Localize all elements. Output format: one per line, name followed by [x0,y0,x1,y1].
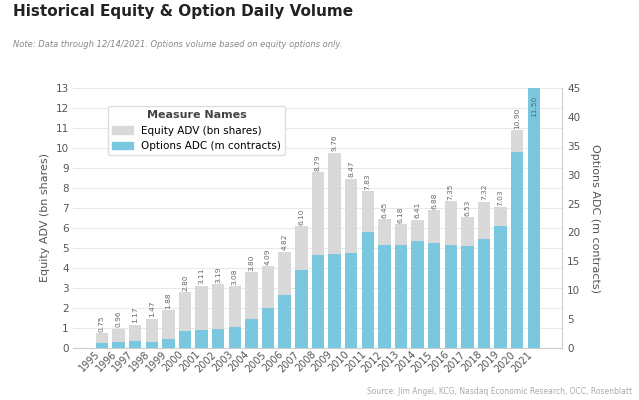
Text: Source: Jim Angel, KCG, Nasdaq Economic Research, OCC, Rosenblatt: Source: Jim Angel, KCG, Nasdaq Economic … [367,387,633,396]
Bar [112,329,125,348]
Text: 7.35: 7.35 [448,183,454,200]
Bar [279,296,291,348]
Text: 7.03: 7.03 [498,190,504,206]
Bar [112,342,125,348]
Bar [511,152,523,348]
Bar [345,178,357,348]
Text: 11.50: 11.50 [531,95,537,117]
Bar [212,329,224,348]
Text: 6.41: 6.41 [415,202,420,218]
Bar [162,310,174,348]
Bar [362,192,374,348]
Bar [196,286,208,348]
Bar [345,253,357,348]
Text: 6.53: 6.53 [465,200,470,216]
Text: 3.80: 3.80 [249,254,254,271]
Bar [179,292,191,348]
Bar [328,254,341,348]
Text: 8.79: 8.79 [315,154,321,171]
Bar [328,153,341,348]
Text: 3.19: 3.19 [215,266,221,283]
Text: Historical Equity & Option Daily Volume: Historical Equity & Option Daily Volume [13,4,353,19]
Text: 3.11: 3.11 [199,268,204,284]
Bar [478,202,490,348]
Bar [362,232,374,348]
Bar [412,240,424,348]
Text: 0.96: 0.96 [116,311,121,327]
Text: 1.17: 1.17 [132,306,138,323]
Bar [445,244,457,348]
Text: 7.83: 7.83 [365,174,371,190]
Text: 6.18: 6.18 [398,206,404,223]
Text: 8.47: 8.47 [348,161,354,177]
Bar [262,308,274,348]
Bar [395,244,407,348]
Bar [378,219,390,348]
Bar [378,244,390,348]
Bar [428,210,440,348]
Bar [96,343,108,348]
Bar [179,331,191,348]
Bar [212,284,224,348]
Bar [295,226,307,348]
Bar [528,118,540,348]
Text: 6.88: 6.88 [431,192,437,209]
Bar [262,266,274,348]
Bar [461,218,473,348]
Bar [245,272,258,348]
Text: 7.32: 7.32 [481,184,487,200]
Bar [428,243,440,348]
Bar [295,270,307,348]
Bar [412,220,424,348]
Bar [511,130,523,348]
Y-axis label: Options ADC (m contracts): Options ADC (m contracts) [590,144,600,292]
Bar [478,239,490,348]
Bar [129,341,141,348]
Text: 3.08: 3.08 [232,268,238,285]
Text: 10.90: 10.90 [514,107,520,129]
Text: 4.82: 4.82 [282,234,288,250]
Bar [495,226,507,348]
Bar [528,83,540,348]
Text: 6.10: 6.10 [298,208,304,225]
Bar [196,330,208,348]
Bar [445,201,457,348]
Text: 0.75: 0.75 [99,315,105,332]
Bar [461,246,473,348]
Bar [229,286,241,348]
Text: 9.76: 9.76 [332,135,337,151]
Y-axis label: Equity ADV (bn shares): Equity ADV (bn shares) [40,154,50,282]
Bar [312,172,324,348]
Bar [162,339,174,348]
Text: Note: Data through 12/14/2021. Options volume based on equity options only.: Note: Data through 12/14/2021. Options v… [13,40,342,49]
Bar [395,224,407,348]
Bar [129,325,141,348]
Legend: Equity ADV (bn shares), Options ADC (m contracts): Equity ADV (bn shares), Options ADC (m c… [108,106,286,155]
Bar [495,207,507,348]
Text: 2.80: 2.80 [182,274,188,290]
Bar [146,342,158,348]
Bar [312,255,324,348]
Bar [146,318,158,348]
Text: 4.09: 4.09 [265,248,271,265]
Text: 1.88: 1.88 [166,292,171,309]
Text: 6.45: 6.45 [381,201,387,218]
Text: 1.47: 1.47 [149,301,155,317]
Bar [229,327,241,348]
Bar [96,333,108,348]
Bar [279,252,291,348]
Bar [245,319,258,348]
